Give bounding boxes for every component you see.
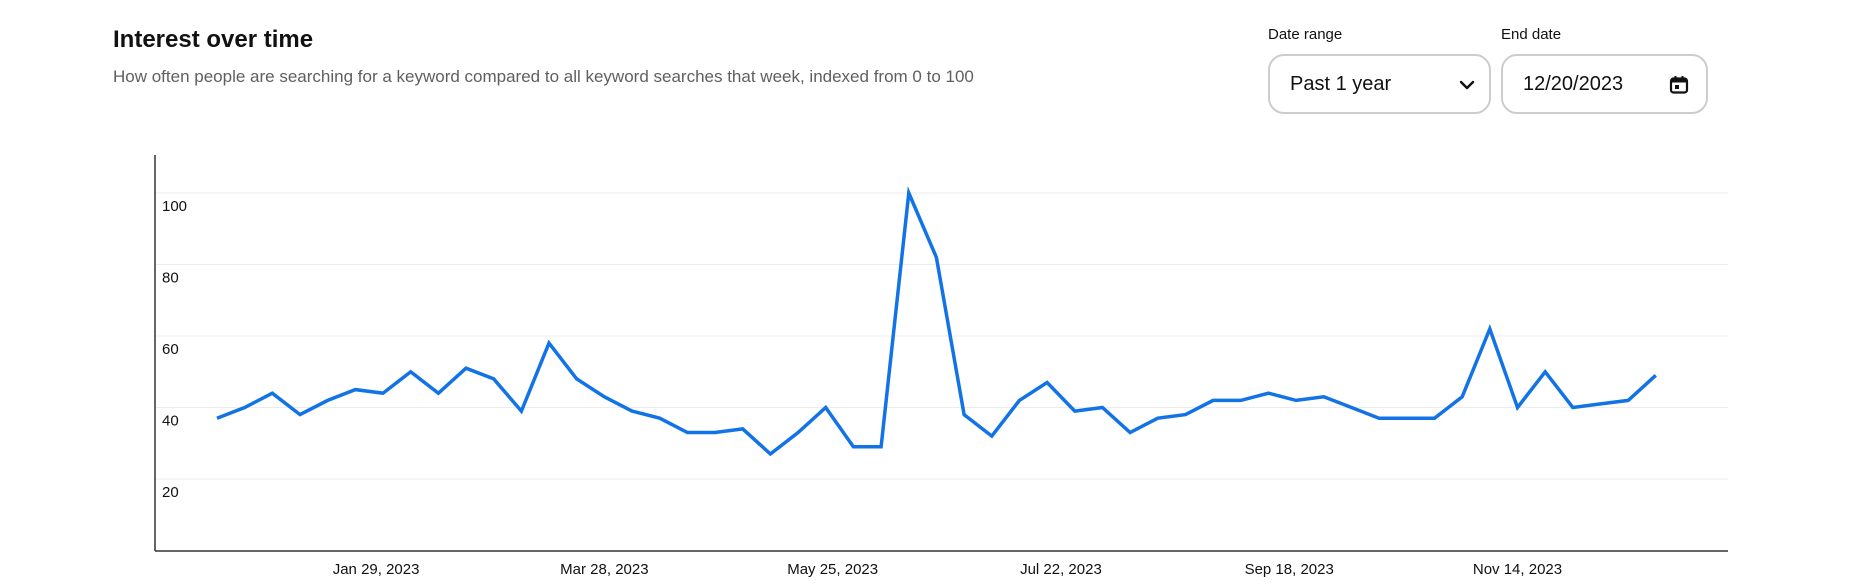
x-axis-ticks: Jan 29, 2023 Mar 28, 2023 May 25, 2023 Jul … — [333, 561, 1562, 578]
y-tick-label: 80 — [162, 270, 179, 287]
date-range-label: Date range — [1268, 26, 1343, 43]
chart-series — [216, 186, 1657, 457]
chart-axes — [154, 155, 1728, 552]
end-date-label: End date — [1501, 26, 1562, 43]
date-range-value: Past 1 year — [1290, 72, 1392, 95]
page-title: Interest over time — [113, 26, 314, 53]
end-date-field[interactable]: 12/20/2023 — [1501, 54, 1708, 114]
date-range-select[interactable]: Past 1 year — [1268, 54, 1491, 114]
end-date-value: 12/20/2023 — [1523, 72, 1624, 95]
x-tick-label: Sep 18, 2023 — [1245, 561, 1334, 578]
y-axis-ticks: 20 40 60 80 100 — [162, 198, 187, 501]
y-tick-label: 40 — [162, 413, 179, 430]
x-tick-label: Mar 28, 2023 — [560, 561, 648, 578]
x-tick-label: May 25, 2023 — [787, 561, 878, 578]
x-tick-label: Nov 14, 2023 — [1473, 561, 1562, 578]
calendar-icon[interactable] — [1669, 75, 1689, 95]
x-tick-label: Jul 22, 2023 — [1020, 561, 1102, 578]
x-tick-label: Jan 29, 2023 — [333, 561, 420, 578]
y-tick-label: 100 — [162, 198, 187, 215]
page-subtitle: How often people are searching for a key… — [113, 67, 974, 86]
y-tick-label: 20 — [162, 484, 179, 501]
chevron-down-icon — [1459, 80, 1475, 90]
y-tick-label: 60 — [162, 341, 179, 358]
series-line — [216, 186, 1657, 457]
chart-grid — [155, 192, 1728, 480]
